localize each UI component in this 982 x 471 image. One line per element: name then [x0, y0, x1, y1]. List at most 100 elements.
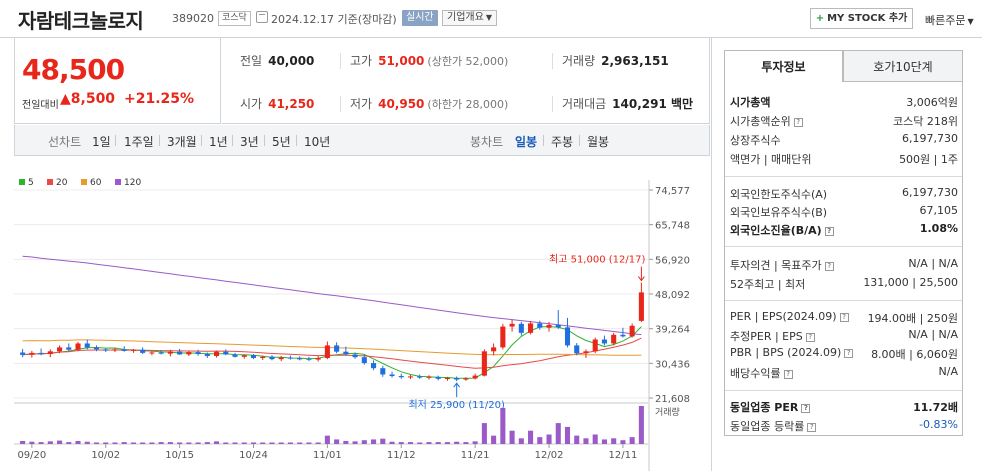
- candle-body: [509, 323, 515, 327]
- volume-bar: [195, 442, 201, 444]
- period-3y[interactable]: 3년: [240, 135, 259, 149]
- candle-body: [398, 376, 404, 378]
- info-row-label: 투자의견 | 목표주가?: [730, 257, 834, 273]
- candle-body: [20, 352, 26, 355]
- add-mystock-label: MY STOCK 추가: [827, 13, 908, 24]
- info-row-value: 3,006억원: [906, 96, 958, 109]
- info-row-value: N/A: [938, 365, 958, 378]
- period-3m[interactable]: 3개월: [167, 135, 197, 149]
- volume-bar: [444, 442, 450, 444]
- candle-body: [66, 347, 72, 350]
- legend-swatch-120: [115, 179, 121, 185]
- divider: [725, 176, 962, 177]
- stat-amount-value: 140,291 백만: [612, 97, 694, 111]
- period-10y[interactable]: 10년: [304, 135, 331, 149]
- candle-body: [361, 357, 367, 364]
- help-icon[interactable]: ?: [805, 332, 815, 342]
- quick-order-dropdown[interactable]: 빠른주문 ▼: [925, 12, 974, 28]
- stat-open: 시가 41,250: [240, 95, 314, 112]
- volume-bar: [389, 441, 395, 444]
- volume-bar: [343, 440, 349, 444]
- candle-body: [481, 351, 487, 376]
- candle-body: [140, 349, 146, 353]
- info-row-value: 6,197,730: [902, 186, 958, 199]
- help-icon[interactable]: ?: [801, 403, 811, 413]
- volume-bar: [472, 441, 478, 444]
- info-row-value: 6,197,730: [902, 132, 958, 145]
- help-icon[interactable]: ?: [824, 226, 834, 236]
- volume-bar: [537, 437, 543, 444]
- volume-bar: [38, 442, 44, 444]
- volume-bar: [29, 441, 35, 444]
- volume-bar: [177, 442, 183, 444]
- x-tick-label: 12/02: [535, 450, 564, 461]
- volume-bar: [361, 440, 367, 444]
- help-icon[interactable]: ?: [824, 261, 834, 271]
- info-row-value: 1.08%: [919, 222, 958, 235]
- help-icon[interactable]: ?: [839, 312, 849, 322]
- volume-bar: [398, 442, 404, 444]
- legend-label-5: 5: [28, 178, 34, 188]
- legend-label-60: 60: [90, 178, 102, 188]
- info-row-label: PER | EPS(2024.09)?: [730, 310, 849, 323]
- candle-body: [611, 334, 617, 344]
- candle-body: [629, 325, 635, 337]
- candle-body: [250, 355, 257, 358]
- info-row-label: 동일업종 등락률?: [730, 418, 817, 434]
- period-1y[interactable]: 1년: [209, 135, 228, 149]
- candle-body: [638, 292, 644, 321]
- add-mystock-button[interactable]: + MY STOCK 추가: [810, 8, 913, 29]
- chart-toolbar: 선차트 1일 1주일 3개월 1년 3년 5년 10년 봉차트 일봉 주봉 월봉: [14, 125, 710, 156]
- divider: [579, 135, 580, 146]
- volume-bar: [583, 438, 589, 444]
- y-tick-label: 74,577: [655, 186, 690, 197]
- candle-body: [287, 357, 293, 359]
- help-icon[interactable]: ?: [844, 348, 854, 358]
- volume-bar: [140, 442, 146, 444]
- ma-line-120: [22, 255, 642, 336]
- candle-daily[interactable]: 일봉: [515, 135, 538, 149]
- period-1d[interactable]: 1일: [92, 135, 111, 149]
- help-icon[interactable]: ?: [807, 422, 817, 432]
- stat-high-sub: (상한가 52,000): [427, 55, 509, 68]
- volume-bar: [435, 442, 441, 444]
- stat-low-sub: (하한가 28,000): [427, 98, 509, 111]
- chart-grid: [14, 180, 650, 471]
- volume-bar: [223, 442, 229, 444]
- volume-bar: [158, 442, 164, 444]
- volume-bar: [241, 442, 247, 444]
- x-tick-label: 12/11: [608, 450, 637, 461]
- period-5y[interactable]: 5년: [272, 135, 291, 149]
- period-1w[interactable]: 1주일: [124, 135, 154, 149]
- help-icon[interactable]: ?: [793, 117, 803, 127]
- stat-high-value: 51,000: [378, 54, 425, 68]
- candles: [20, 282, 644, 382]
- help-icon[interactable]: ?: [783, 369, 793, 379]
- candle-body: [306, 358, 312, 360]
- candle-body: [389, 374, 395, 377]
- candle-body: [463, 378, 469, 380]
- volume-bar: [638, 406, 644, 444]
- tab-invest-info[interactable]: 투자정보: [724, 50, 843, 82]
- realtime-button[interactable]: 실시간: [402, 10, 438, 26]
- legend-label-120: 120: [124, 178, 141, 188]
- info-row-label-text: 추정PER | EPS: [730, 330, 803, 343]
- candle-body: [223, 351, 229, 355]
- company-info-dropdown[interactable]: 기업개요 ▼: [442, 10, 497, 26]
- stat-high: 고가 51,000 (상한가 52,000): [350, 52, 508, 69]
- candle-body: [592, 339, 598, 352]
- divider: [296, 135, 297, 146]
- candle-body: [93, 347, 100, 350]
- volume-bar: [629, 437, 635, 444]
- volume-bar: [518, 438, 524, 444]
- candle-weekly[interactable]: 주봉: [551, 135, 574, 149]
- y-tick-label: 56,920: [655, 255, 690, 266]
- candle-monthly[interactable]: 월봉: [587, 135, 610, 149]
- candle-body: [241, 355, 247, 357]
- tab-orderbook[interactable]: 호가10단계: [843, 50, 963, 82]
- info-row-label: PBR | BPS (2024.09)?: [730, 346, 854, 359]
- volume-bar: [66, 442, 72, 444]
- divider: [725, 300, 962, 301]
- info-row-value: N/A | N/A: [908, 257, 958, 270]
- candle-body: [130, 349, 136, 351]
